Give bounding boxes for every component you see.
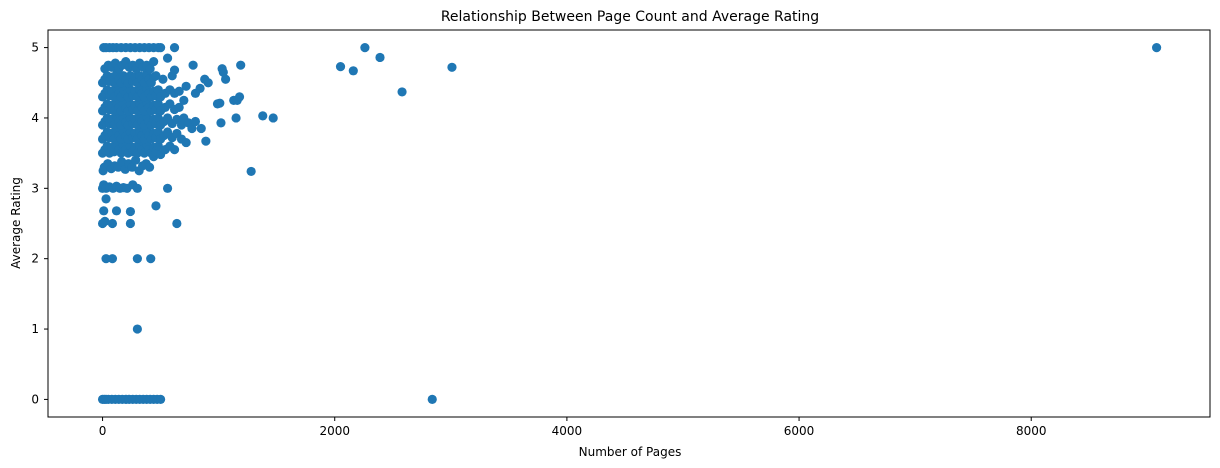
data-point [1152,42,1162,53]
data-point [153,141,163,151]
data-point [132,254,142,264]
data-point [149,57,159,67]
data-point [101,194,111,204]
data-point [427,394,437,405]
data-point [153,85,163,95]
data-point [132,324,142,334]
data-point [196,123,206,134]
x-tick-label: 6000 [784,424,815,438]
data-point [125,206,136,217]
x-tick-label: 8000 [1016,424,1047,438]
data-point [176,120,187,130]
y-tick-label: 4 [31,111,39,125]
data-point [218,67,228,77]
y-axis-label: Average Rating [9,177,23,269]
data-point [158,74,168,84]
data-point [335,61,346,72]
ticks-layer: 0 2000 4000 6000 8000 0 1 2 3 4 5 [31,41,1046,438]
data-point [201,136,211,146]
data-point [221,74,231,84]
data-point [117,156,127,167]
data-point [107,218,118,229]
data-point [169,42,180,53]
x-tick-label: 0 [99,424,107,438]
data-point [181,137,191,148]
points-layer [97,42,1162,405]
y-tick-label: 0 [31,392,39,406]
data-point [397,87,407,97]
data-point [151,71,161,81]
data-point [234,92,245,102]
data-point [190,116,201,127]
data-point [99,206,109,216]
data-point [200,74,210,84]
data-point [258,111,268,121]
x-axis-label: Number of Pages [579,445,682,459]
data-point [162,183,173,193]
data-point [101,254,111,264]
data-point [375,52,385,63]
data-point [246,166,256,177]
data-point [174,102,184,112]
data-point [169,145,180,155]
x-tick-label: 2000 [319,424,350,438]
data-point [236,60,246,70]
data-point [125,218,136,229]
data-point [100,216,110,226]
data-point [360,42,370,53]
data-point [156,42,166,53]
y-tick-label: 2 [31,252,39,266]
data-point [179,95,189,105]
data-point [153,99,163,109]
data-point [268,113,278,123]
chart-title: Relationship Between Page Count and Aver… [441,9,819,25]
data-point [156,394,166,405]
data-point [111,206,122,216]
data-point [215,98,225,108]
data-point [447,62,457,72]
data-point [348,66,358,76]
data-point [195,83,205,93]
data-point [174,86,184,96]
x-tick-label: 4000 [552,424,583,438]
data-point [216,118,226,128]
y-tick-label: 3 [31,181,39,195]
data-point [146,254,156,264]
data-point [231,113,241,123]
data-point [131,155,141,165]
data-point [162,53,173,63]
data-point [172,218,182,229]
data-point [183,118,194,128]
data-point [132,183,142,193]
data-point [107,254,118,264]
data-point [127,162,137,172]
y-tick-label: 1 [31,322,39,336]
data-point [181,81,191,91]
data-point [144,162,155,172]
data-point [169,65,180,75]
y-tick-label: 5 [31,41,39,55]
data-point [145,64,155,74]
plot-frame [47,29,1211,418]
data-point [151,201,161,211]
data-point [188,60,198,70]
